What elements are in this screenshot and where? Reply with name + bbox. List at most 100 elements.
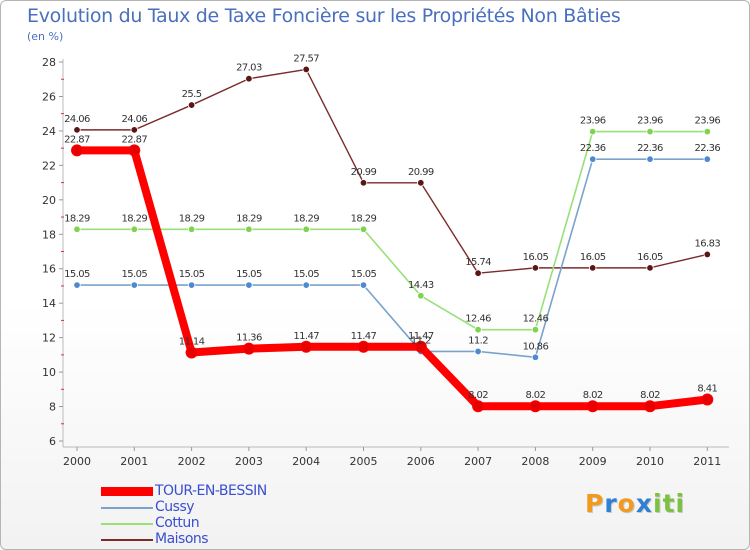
- x-tick-label: 2010: [636, 455, 664, 468]
- data-point-cottun: [474, 326, 482, 334]
- data-label-cottun: 18.29: [236, 213, 262, 224]
- proxiti-logo: Proxiti: [585, 489, 685, 518]
- data-label-cottun: 23.96: [694, 116, 720, 127]
- data-label-maisons: 20.99: [408, 167, 434, 178]
- x-tick-label: 2005: [350, 455, 378, 468]
- y-tick-label: 6: [49, 435, 56, 448]
- data-point-cussy: [589, 155, 597, 163]
- x-tick-label: 2006: [407, 455, 435, 468]
- data-point-cussy: [73, 281, 81, 289]
- legend-swatch-cottun: [101, 523, 153, 525]
- legend-swatch-cussy: [101, 507, 153, 509]
- data-label-cussy: 15.05: [293, 269, 319, 280]
- data-point-tour-en-bessin: [644, 400, 656, 413]
- data-point-tour-en-bessin: [586, 400, 599, 413]
- data-label-tour-en-bessin: 8.02: [525, 390, 545, 401]
- data-label-cottun: 23.96: [580, 116, 606, 127]
- data-label-tour-en-bessin: 22.87: [121, 134, 147, 145]
- data-label-tour-en-bessin: 11.47: [408, 331, 434, 342]
- data-point-tour-en-bessin: [529, 400, 542, 413]
- data-label-cottun: 12.46: [465, 314, 491, 325]
- data-point-cussy: [302, 281, 310, 289]
- data-point-cussy: [531, 353, 540, 361]
- data-point-tour-en-bessin: [472, 400, 485, 413]
- data-point-maisons: [187, 101, 196, 109]
- data-label-cottun: 14.43: [408, 280, 434, 291]
- legend-label: TOUR-EN-BESSIN: [155, 483, 267, 499]
- x-tick-label: 2004: [292, 455, 320, 468]
- y-tick-label: 18: [42, 228, 56, 241]
- data-label-cussy: 22.36: [637, 143, 663, 154]
- data-point-tour-en-bessin: [185, 346, 198, 359]
- data-point-maisons: [531, 264, 540, 272]
- data-point-tour-en-bessin: [71, 144, 83, 157]
- data-point-cottun: [73, 225, 81, 233]
- data-label-tour-en-bessin: 8.02: [468, 390, 488, 401]
- data-point-cottun: [302, 225, 310, 233]
- data-label-maisons: 27.03: [236, 63, 262, 74]
- data-label-cussy: 15.05: [179, 269, 205, 280]
- data-label-tour-en-bessin: 11.14: [179, 336, 205, 347]
- data-point-cottun: [703, 127, 711, 136]
- data-label-tour-en-bessin: 22.87: [64, 134, 90, 145]
- data-point-tour-en-bessin: [357, 340, 370, 353]
- legend-label: Cussy: [155, 499, 195, 515]
- logo-letter: o: [617, 489, 636, 518]
- data-point-maisons: [302, 65, 310, 74]
- x-tick-label: 2011: [693, 455, 721, 468]
- legend-label: Cottun: [155, 515, 200, 531]
- data-point-tour-en-bessin: [701, 393, 714, 406]
- y-tick-label: 26: [42, 90, 56, 103]
- data-label-tour-en-bessin: 8.02: [640, 390, 660, 401]
- data-point-tour-en-bessin: [414, 340, 427, 353]
- data-point-maisons: [703, 250, 711, 259]
- x-tick-label: 2003: [235, 455, 263, 468]
- data-label-cussy: 22.36: [694, 143, 720, 154]
- x-tick-label: 2001: [120, 455, 148, 468]
- data-label-tour-en-bessin: 8.41: [697, 383, 717, 394]
- y-tick-label: 14: [42, 297, 56, 310]
- logo-letter: t: [662, 489, 676, 518]
- data-label-maisons: 24.06: [121, 114, 147, 125]
- data-point-tour-en-bessin: [128, 144, 141, 157]
- data-point-cussy: [703, 155, 711, 163]
- data-label-tour-en-bessin: 8.02: [583, 390, 603, 401]
- data-label-cussy: 15.05: [121, 269, 147, 280]
- chart-title: Evolution du Taux de Taxe Foncière sur l…: [27, 5, 621, 27]
- y-tick-label: 22: [42, 159, 56, 172]
- y-tick-label: 20: [42, 194, 56, 207]
- data-point-cussy: [187, 281, 196, 289]
- series-line-maisons: [77, 68, 708, 274]
- data-label-maisons: 16.05: [523, 252, 549, 263]
- logo-letter: r: [604, 489, 618, 518]
- y-tick-label: 10: [42, 366, 56, 379]
- data-point-cottun: [417, 292, 425, 300]
- data-label-cussy: 11.2: [411, 335, 431, 346]
- y-tick-label: 8: [49, 401, 56, 414]
- data-label-cussy: 22.36: [580, 143, 606, 154]
- y-tick-label: 24: [42, 125, 56, 138]
- series-line-cottun: [77, 130, 708, 331]
- legend-label: Maisons: [155, 531, 209, 547]
- data-label-cottun: 18.29: [351, 213, 377, 224]
- data-label-tour-en-bessin: 11.47: [293, 331, 319, 342]
- data-label-maisons: 20.99: [351, 167, 377, 178]
- data-label-maisons: 16.83: [694, 238, 720, 249]
- logo-letter: i: [675, 489, 686, 518]
- chart-subtitle: (en %): [27, 30, 64, 43]
- data-point-cussy: [359, 281, 368, 289]
- x-tick-label: 2008: [521, 455, 549, 468]
- data-point-maisons: [417, 179, 425, 187]
- data-label-maisons: 24.06: [64, 114, 90, 125]
- data-label-maisons: 16.05: [580, 252, 606, 263]
- legend-swatch-maisons: [101, 539, 153, 541]
- legend-swatch-tour-en-bessin: [101, 487, 153, 496]
- data-label-cottun: 18.29: [293, 213, 319, 224]
- data-point-cussy: [474, 347, 482, 356]
- chart-data-labels: 24.06 24.06 25.5 27.03 27.57 20.99 20.99 15.74 1…: [64, 53, 721, 401]
- x-tick-label: 2007: [464, 455, 492, 468]
- logo-letter: x: [635, 489, 653, 518]
- data-label-cottun: 12.46: [523, 314, 549, 325]
